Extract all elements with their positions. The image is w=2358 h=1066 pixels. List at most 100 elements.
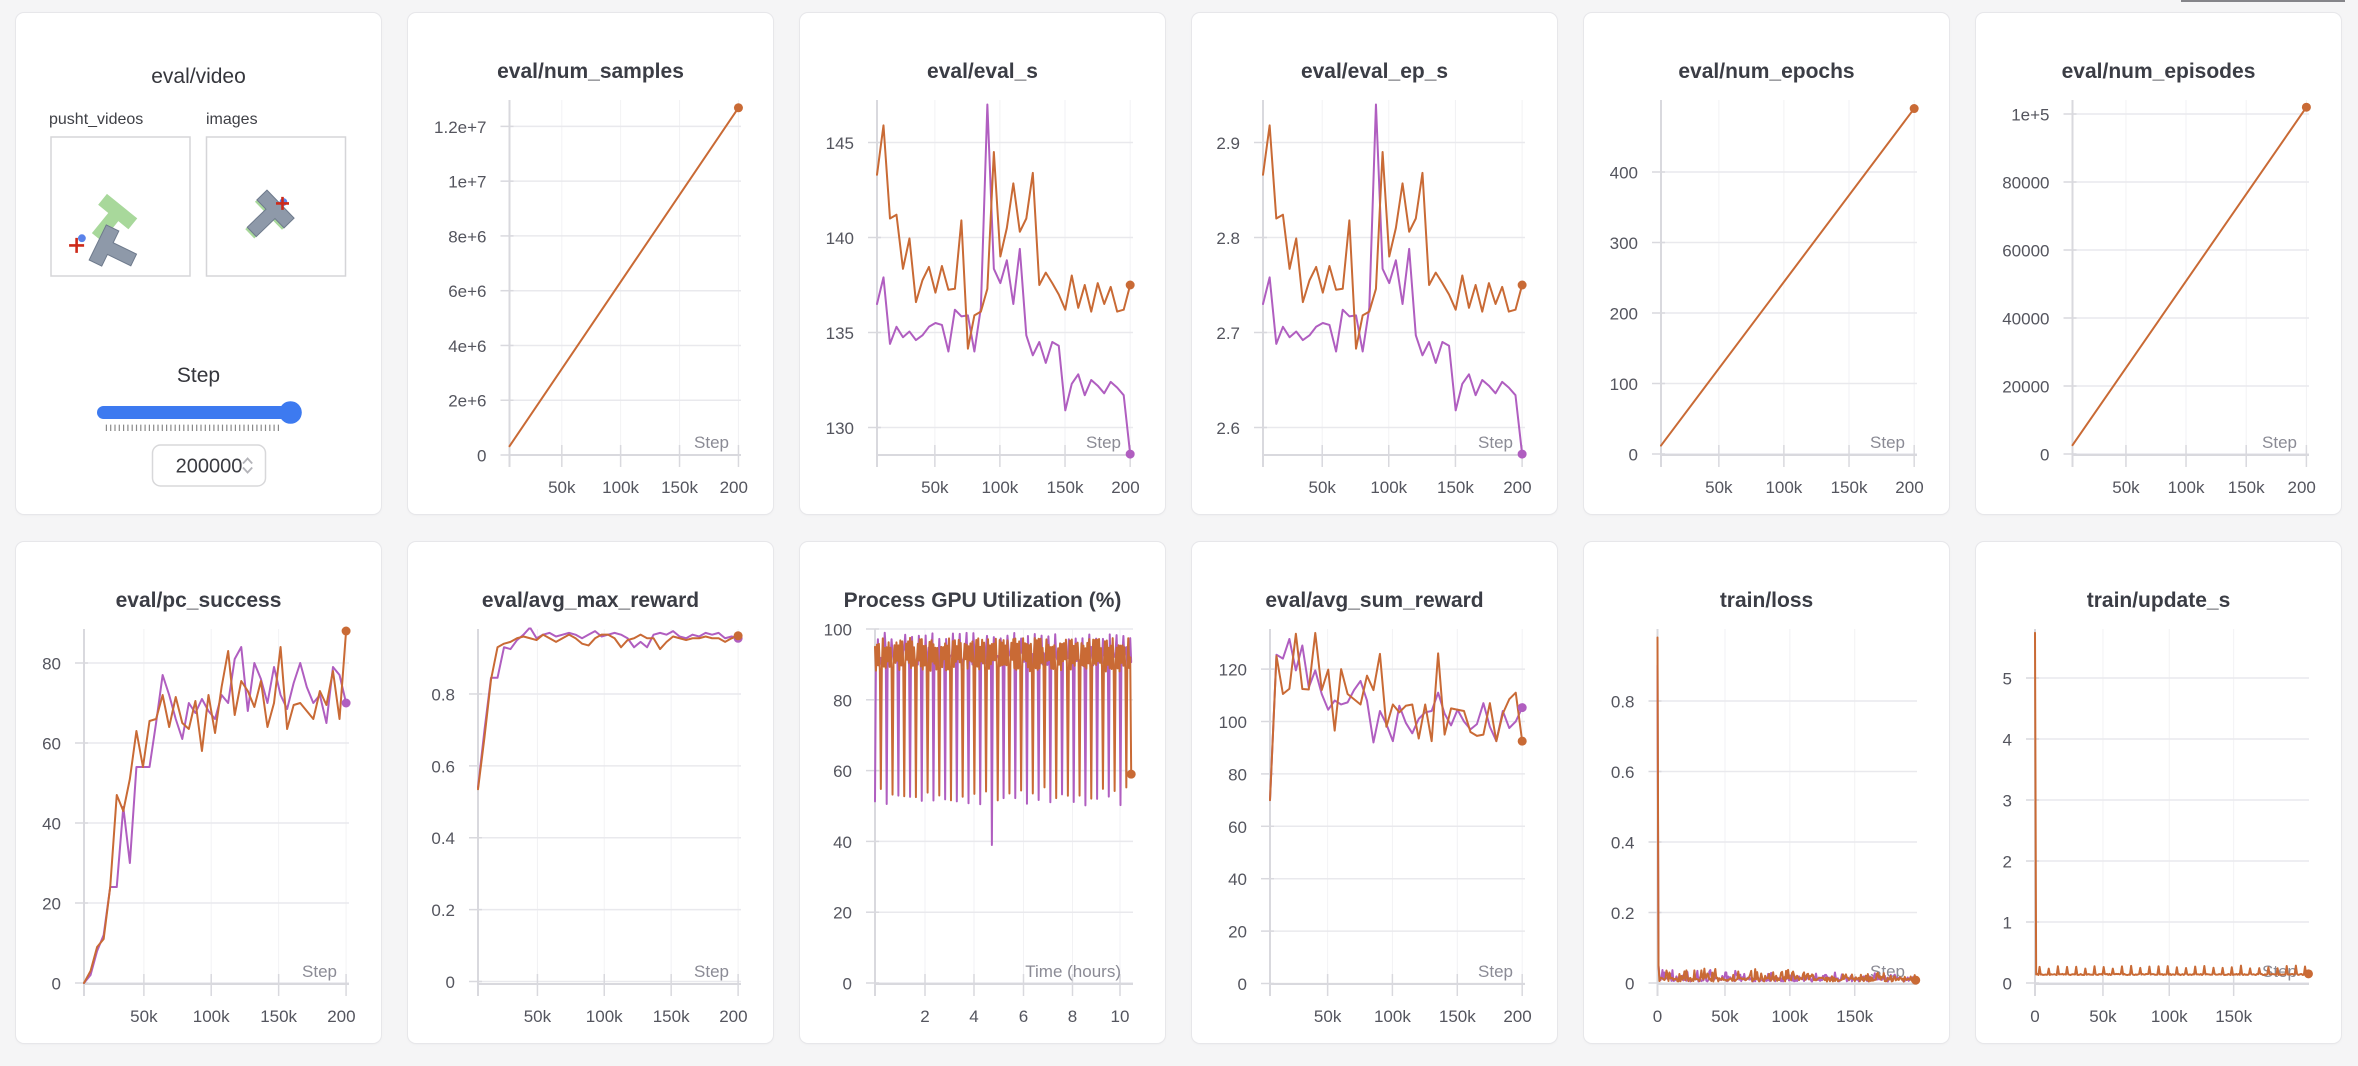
svg-text:200: 200 (327, 1007, 355, 1026)
svg-text:150k: 150k (2228, 478, 2265, 497)
svg-text:eval/eval_s: eval/eval_s (927, 60, 1038, 83)
svg-text:6: 6 (1019, 1007, 1028, 1026)
svg-text:0: 0 (1625, 975, 1634, 994)
svg-text:60: 60 (1228, 818, 1247, 837)
svg-text:150k: 150k (653, 1007, 690, 1026)
svg-text:Step: Step (177, 364, 220, 387)
svg-text:200: 200 (719, 1007, 747, 1026)
svg-text:0: 0 (2003, 975, 2012, 994)
svg-text:200: 200 (2288, 478, 2316, 497)
svg-text:0: 0 (2040, 446, 2049, 465)
svg-text:0.6: 0.6 (431, 757, 455, 776)
svg-text:eval/eval_ep_s: eval/eval_ep_s (1301, 60, 1448, 83)
svg-text:50k: 50k (1711, 1007, 1739, 1026)
svg-text:0.6: 0.6 (1611, 763, 1635, 782)
svg-text:4: 4 (2003, 731, 2012, 750)
svg-text:100k: 100k (1771, 1007, 1808, 1026)
svg-text:0.8: 0.8 (431, 686, 455, 705)
svg-text:2.7: 2.7 (1216, 324, 1240, 343)
svg-text:eval/num_episodes: eval/num_episodes (2062, 60, 2256, 83)
svg-text:130: 130 (826, 419, 854, 438)
svg-text:100: 100 (824, 621, 852, 640)
svg-text:50k: 50k (524, 1007, 552, 1026)
svg-text:100: 100 (1219, 713, 1247, 732)
svg-text:2.8: 2.8 (1216, 229, 1240, 248)
svg-text:0.4: 0.4 (1611, 834, 1635, 853)
svg-text:100k: 100k (981, 478, 1018, 497)
svg-text:2e+6: 2e+6 (448, 392, 486, 411)
svg-text:135: 135 (826, 324, 854, 343)
svg-text:20000: 20000 (2002, 378, 2049, 397)
svg-text:0.4: 0.4 (431, 829, 455, 848)
svg-text:8: 8 (1068, 1007, 1077, 1026)
svg-text:0: 0 (843, 975, 852, 994)
svg-text:Time (hours): Time (hours) (1025, 962, 1121, 981)
svg-text:pusht_videos: pusht_videos (49, 111, 143, 128)
svg-text:150k: 150k (2215, 1007, 2252, 1026)
svg-text:0: 0 (52, 975, 61, 994)
svg-text:100k: 100k (1374, 1007, 1411, 1026)
svg-text:images: images (206, 111, 258, 128)
svg-text:150k: 150k (1439, 1007, 1476, 1026)
svg-text:8e+6: 8e+6 (448, 227, 486, 246)
svg-text:0.8: 0.8 (1611, 693, 1635, 712)
svg-text:50k: 50k (1308, 478, 1336, 497)
svg-text:120: 120 (1219, 661, 1247, 680)
svg-text:eval/avg_max_reward: eval/avg_max_reward (482, 589, 699, 612)
svg-text:300: 300 (1610, 234, 1638, 253)
svg-text:Step: Step (1478, 433, 1513, 452)
svg-text:80: 80 (833, 691, 852, 710)
svg-text:eval/pc_success: eval/pc_success (116, 589, 282, 612)
svg-text:Process GPU Utilization (%): Process GPU Utilization (%) (844, 589, 1122, 612)
svg-text:1: 1 (2003, 914, 2012, 933)
svg-text:50k: 50k (548, 478, 576, 497)
svg-text:5: 5 (2003, 670, 2012, 689)
svg-text:50k: 50k (921, 478, 949, 497)
svg-text:50k: 50k (2089, 1007, 2117, 1026)
svg-text:400: 400 (1610, 164, 1638, 183)
svg-text:train/update_s: train/update_s (2087, 589, 2231, 612)
svg-text:2: 2 (2003, 853, 2012, 872)
svg-text:Step: Step (1870, 433, 1905, 452)
svg-text:0.2: 0.2 (1611, 904, 1635, 923)
svg-text:0: 0 (2030, 1007, 2039, 1026)
svg-text:150k: 150k (661, 478, 698, 497)
svg-text:100k: 100k (1765, 478, 1802, 497)
svg-text:Step: Step (694, 433, 729, 452)
svg-text:80000: 80000 (2002, 174, 2049, 193)
svg-text:0: 0 (446, 973, 455, 992)
svg-text:Step: Step (1478, 962, 1513, 981)
svg-text:145: 145 (826, 134, 854, 153)
svg-text:Step: Step (302, 962, 337, 981)
svg-text:eval/num_samples: eval/num_samples (497, 60, 684, 83)
svg-text:Step: Step (2262, 433, 2297, 452)
svg-text:200: 200 (1503, 1007, 1531, 1026)
svg-text:2.9: 2.9 (1216, 134, 1240, 153)
svg-text:50k: 50k (1705, 478, 1733, 497)
svg-text:150k: 150k (1836, 1007, 1873, 1026)
svg-text:60: 60 (42, 735, 61, 754)
svg-text:3: 3 (2003, 792, 2012, 811)
svg-text:1.2e+7: 1.2e+7 (434, 118, 486, 137)
svg-text:eval/video: eval/video (151, 65, 246, 88)
svg-text:100k: 100k (1370, 478, 1407, 497)
svg-text:40: 40 (1228, 870, 1247, 889)
svg-text:50k: 50k (130, 1007, 158, 1026)
svg-text:100k: 100k (602, 478, 639, 497)
svg-text:40: 40 (833, 833, 852, 852)
svg-text:0: 0 (1629, 446, 1638, 465)
svg-text:60000: 60000 (2002, 242, 2049, 261)
svg-text:100k: 100k (193, 1007, 230, 1026)
svg-text:4: 4 (969, 1007, 978, 1026)
svg-text:80: 80 (42, 655, 61, 674)
svg-text:150k: 150k (260, 1007, 297, 1026)
svg-text:6e+6: 6e+6 (448, 282, 486, 301)
svg-text:150k: 150k (1831, 478, 1868, 497)
svg-text:1e+7: 1e+7 (448, 173, 486, 192)
svg-text:100k: 100k (586, 1007, 623, 1026)
svg-text:200000: 200000 (176, 456, 243, 478)
svg-text:20: 20 (1228, 923, 1247, 942)
svg-text:1e+5: 1e+5 (2011, 106, 2049, 125)
svg-text:Step: Step (1086, 433, 1121, 452)
svg-text:40: 40 (42, 815, 61, 834)
